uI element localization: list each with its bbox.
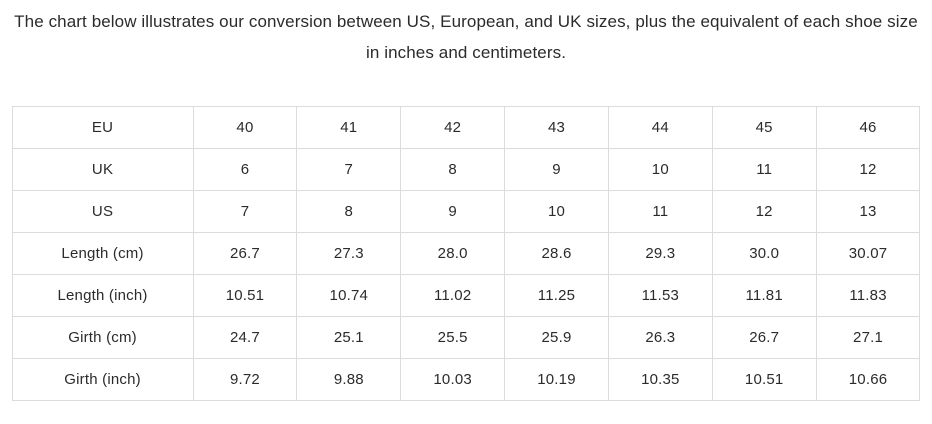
table-cell: 26.7 — [711, 316, 817, 359]
row-label: Length (inch) — [11, 274, 194, 317]
table-row-length-cm: Length (cm) 26.7 27.3 28.0 28.6 29.3 30.… — [11, 232, 921, 275]
table-cell: 10.19 — [504, 358, 609, 401]
table-cell: 10.66 — [815, 358, 921, 401]
table-cell: 26.3 — [607, 316, 713, 359]
table-cell: 7 — [192, 190, 298, 233]
table-cell: 29.3 — [607, 232, 713, 275]
table-cell: 10.74 — [296, 274, 402, 317]
table-cell: 28.6 — [504, 232, 609, 275]
table-cell: 8 — [400, 148, 506, 191]
table-row-us: US 7 8 9 10 11 12 13 — [11, 190, 921, 233]
row-label: UK — [11, 148, 194, 191]
table-cell: 10 — [504, 190, 609, 233]
table-cell: 10.35 — [607, 358, 713, 401]
table-cell: 44 — [607, 106, 713, 149]
size-conversion-table: EU 40 41 42 43 44 45 46 UK 6 7 8 9 10 11… — [11, 106, 921, 401]
table-cell: 9.72 — [192, 358, 298, 401]
table-cell: 10 — [607, 148, 713, 191]
table-cell: 11.83 — [815, 274, 921, 317]
table-cell: 25.5 — [400, 316, 506, 359]
row-label: Girth (cm) — [11, 316, 194, 359]
table-cell: 25.9 — [504, 316, 609, 359]
table-cell: 30.0 — [711, 232, 817, 275]
table-row-uk: UK 6 7 8 9 10 11 12 — [11, 148, 921, 191]
table-row-girth-cm: Girth (cm) 24.7 25.1 25.5 25.9 26.3 26.7… — [11, 316, 921, 359]
table-cell: 8 — [296, 190, 402, 233]
table-cell: 26.7 — [192, 232, 298, 275]
table-cell: 11.02 — [400, 274, 506, 317]
table-cell: 46 — [815, 106, 921, 149]
table-cell: 11 — [607, 190, 713, 233]
table-cell: 12 — [815, 148, 921, 191]
table-cell: 10.03 — [400, 358, 506, 401]
table-cell: 11.53 — [607, 274, 713, 317]
table-cell: 13 — [815, 190, 921, 233]
table-cell: 41 — [296, 106, 402, 149]
table-cell: 27.1 — [815, 316, 921, 359]
table-row-girth-inch: Girth (inch) 9.72 9.88 10.03 10.19 10.35… — [11, 358, 921, 401]
row-label: Length (cm) — [11, 232, 194, 275]
table-cell: 11.81 — [711, 274, 817, 317]
table-cell: 40 — [192, 106, 298, 149]
table-cell: 28.0 — [400, 232, 506, 275]
table-cell: 9.88 — [296, 358, 402, 401]
table-cell: 11.25 — [504, 274, 609, 317]
table-cell: 12 — [711, 190, 817, 233]
table-cell: 27.3 — [296, 232, 402, 275]
row-label: Girth (inch) — [11, 358, 194, 401]
table-cell: 25.1 — [296, 316, 402, 359]
table-cell: 11 — [711, 148, 817, 191]
table-cell: 9 — [504, 148, 609, 191]
intro-text: The chart below illustrates our conversi… — [14, 12, 918, 62]
table-cell: 43 — [504, 106, 609, 149]
table-cell: 9 — [400, 190, 506, 233]
table-row-length-inch: Length (inch) 10.51 10.74 11.02 11.25 11… — [11, 274, 921, 317]
row-label: US — [11, 190, 194, 233]
table-cell: 10.51 — [711, 358, 817, 401]
table-cell: 7 — [296, 148, 402, 191]
table-cell: 6 — [192, 148, 298, 191]
row-label: EU — [11, 106, 194, 149]
table-cell: 10.51 — [192, 274, 298, 317]
table-cell: 45 — [711, 106, 817, 149]
table-cell: 30.07 — [815, 232, 921, 275]
table-cell: 24.7 — [192, 316, 298, 359]
table-row-eu: EU 40 41 42 43 44 45 46 — [11, 106, 921, 149]
table-cell: 42 — [400, 106, 506, 149]
